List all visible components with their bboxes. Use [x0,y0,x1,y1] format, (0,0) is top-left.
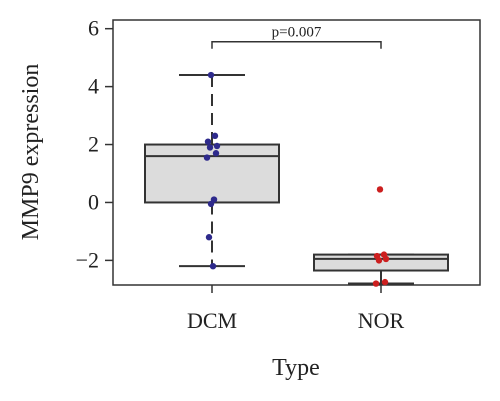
data-point-dcm [213,142,221,150]
y-tick-label-1: 0 [88,189,99,214]
box-body-dcm [144,143,280,204]
y-tick-label-4: 6 [88,16,99,41]
data-point-dcm [204,138,212,145]
data-point-dcm [206,144,214,151]
x-tick-label-dcm: DCM [187,308,237,333]
data-point-dcm [209,262,217,270]
significance-bracket [211,40,382,49]
data-point-nor [376,186,384,193]
data-point-dcm [211,132,219,140]
box-nor [313,186,449,287]
y-axis-label: MMP9 expression [18,64,44,241]
p-value-label: p=0.007 [272,25,322,41]
boxes [144,71,449,287]
data-point-dcm [212,150,220,157]
data-point-dcm [207,71,215,79]
data-point-nor [381,278,389,286]
x-tick-label-nor: NOR [358,308,405,333]
y-tick-label-0: −2 [76,247,99,272]
data-point-nor [372,280,380,287]
data-point-dcm [203,154,211,161]
y-axis: −2 0 2 4 6 [76,16,113,272]
x-axis-label: Type [272,355,320,381]
data-point-dcm [207,200,215,208]
plot-frame [112,19,481,286]
y-tick-label-2: 2 [88,132,99,157]
data-point-dcm [205,234,213,241]
x-axis: DCM NOR [187,285,405,333]
box-dcm [144,71,280,270]
significance-annotation: p=0.007 [211,25,382,49]
data-point-nor [375,257,383,264]
data-point-nor [382,255,390,263]
y-tick-label-3: 4 [88,74,99,99]
